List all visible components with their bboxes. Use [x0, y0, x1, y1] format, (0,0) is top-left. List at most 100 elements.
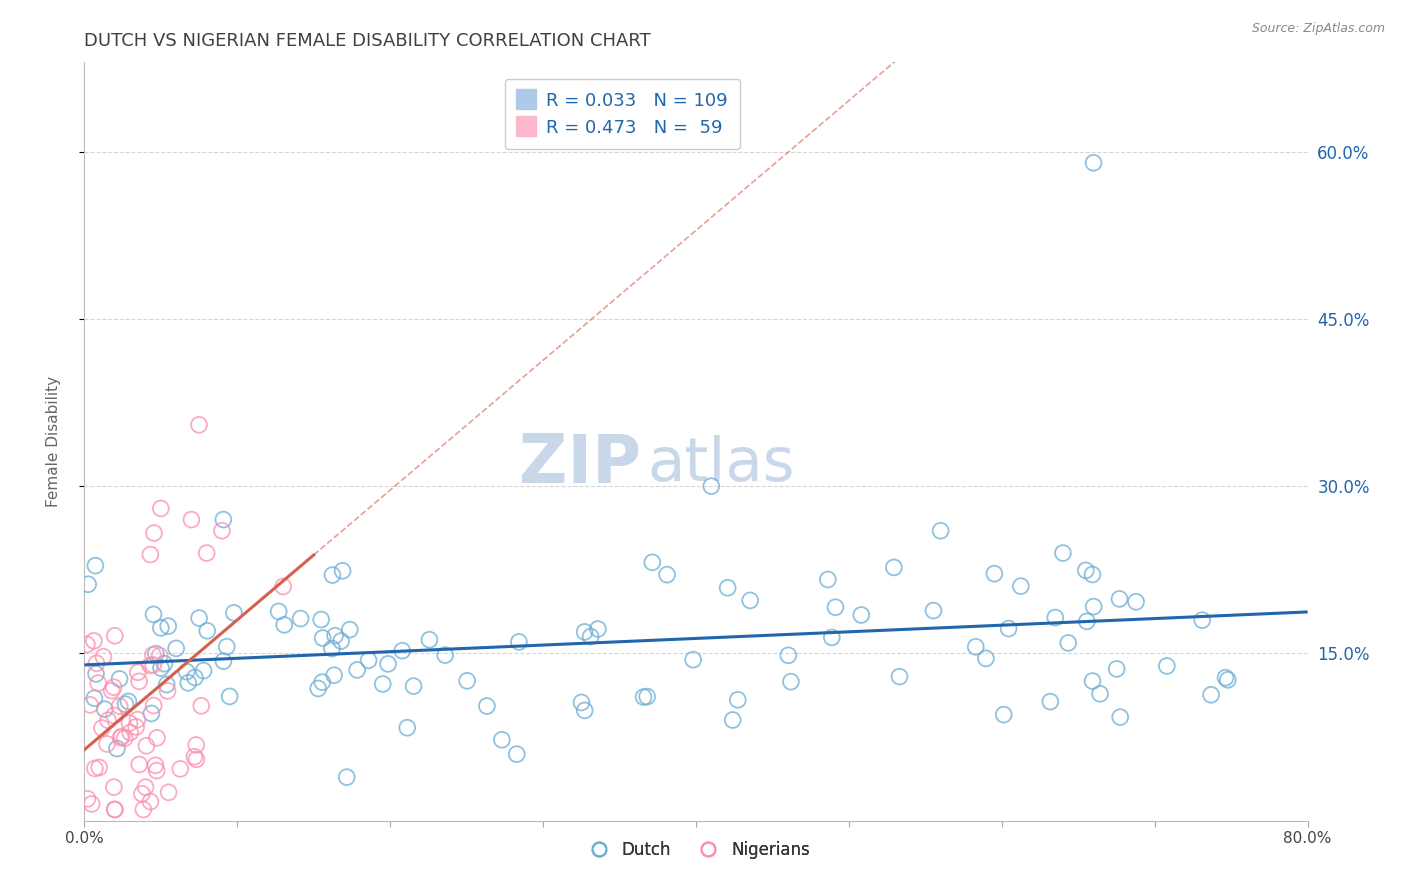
Point — [156, 677, 179, 691]
Point — [149, 501, 172, 516]
Point — [128, 674, 150, 689]
Point — [142, 648, 165, 662]
Point — [851, 607, 873, 622]
Point — [506, 747, 529, 761]
Point — [434, 648, 457, 662]
Point — [780, 674, 803, 689]
Point — [321, 641, 343, 656]
Point — [377, 657, 399, 671]
Point — [165, 641, 187, 656]
Point — [111, 730, 134, 744]
Point — [103, 680, 125, 694]
Point — [120, 725, 142, 739]
Point — [103, 708, 125, 723]
Point — [188, 417, 211, 432]
Point — [1083, 156, 1105, 170]
Point — [83, 633, 105, 648]
Point — [491, 732, 513, 747]
Point — [929, 524, 952, 538]
Point — [103, 803, 125, 817]
Point — [83, 691, 105, 706]
Point — [1081, 567, 1104, 582]
Point — [87, 676, 110, 690]
Point — [131, 787, 153, 801]
Point — [336, 770, 359, 784]
Point — [80, 797, 103, 811]
Point — [142, 607, 165, 622]
Point — [574, 703, 596, 717]
Point — [330, 634, 353, 648]
Point — [108, 672, 131, 686]
Point — [104, 629, 127, 643]
Point — [114, 697, 136, 711]
Point — [183, 749, 205, 764]
Point — [682, 653, 704, 667]
Point — [778, 648, 800, 663]
Point — [91, 721, 114, 735]
Point — [311, 631, 333, 645]
Point — [153, 657, 176, 671]
Point — [128, 757, 150, 772]
Point — [76, 637, 98, 651]
Point — [186, 752, 208, 766]
Point — [1125, 595, 1147, 609]
Point — [114, 731, 136, 746]
Point — [110, 731, 132, 745]
Point — [655, 567, 678, 582]
Point — [817, 573, 839, 587]
Point — [1083, 599, 1105, 614]
Point — [157, 785, 180, 799]
Point — [145, 758, 167, 772]
Point — [1105, 662, 1128, 676]
Point — [1156, 659, 1178, 673]
Point — [176, 665, 198, 679]
Point — [169, 762, 191, 776]
Point — [1191, 613, 1213, 627]
Point — [104, 803, 127, 817]
Point — [267, 604, 290, 618]
Point — [1108, 591, 1130, 606]
Point — [475, 698, 498, 713]
Point — [117, 694, 139, 708]
Point — [135, 780, 157, 795]
Point — [195, 546, 218, 560]
Point — [180, 512, 202, 526]
Point — [1109, 710, 1132, 724]
Point — [824, 600, 846, 615]
Point — [127, 665, 149, 680]
Point — [371, 677, 394, 691]
Point — [211, 524, 233, 538]
Point — [402, 679, 425, 693]
Point — [195, 624, 218, 638]
Point — [309, 613, 332, 627]
Point — [212, 512, 235, 526]
Point — [889, 669, 911, 683]
Point — [222, 606, 245, 620]
Point — [574, 624, 596, 639]
Point — [96, 737, 118, 751]
Point — [983, 566, 1005, 581]
Point — [97, 714, 120, 728]
Point — [212, 654, 235, 668]
Point — [1052, 546, 1074, 560]
Point — [156, 684, 179, 698]
Point — [1074, 563, 1097, 577]
Point — [290, 611, 312, 625]
Point — [965, 640, 987, 654]
Legend: Dutch, Nigerians: Dutch, Nigerians — [575, 834, 817, 865]
Point — [76, 792, 98, 806]
Point — [1215, 671, 1237, 685]
Point — [307, 681, 329, 696]
Point — [93, 702, 115, 716]
Point — [571, 695, 593, 709]
Point — [456, 673, 478, 688]
Point — [740, 593, 762, 607]
Point — [339, 623, 361, 637]
Point — [190, 698, 212, 713]
Point — [323, 629, 346, 643]
Point — [1081, 674, 1104, 689]
Point — [391, 643, 413, 657]
Point — [145, 764, 167, 778]
Text: ZIP: ZIP — [519, 432, 641, 497]
Point — [77, 577, 100, 591]
